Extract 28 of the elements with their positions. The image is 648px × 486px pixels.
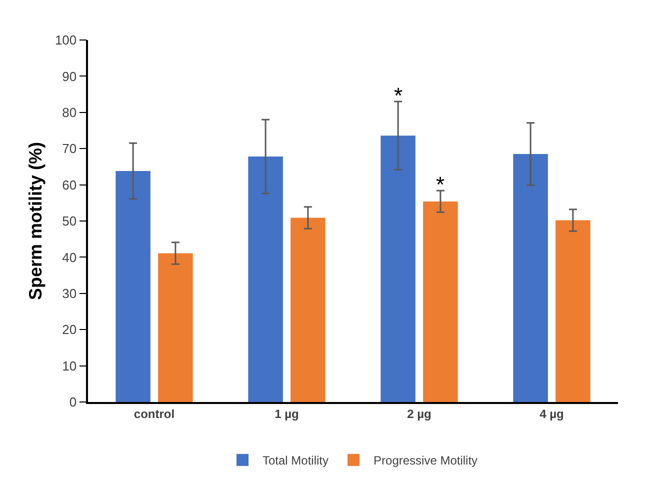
x-tick-label: 4 µg [540, 407, 564, 422]
annotation: * [394, 83, 403, 108]
bar [380, 136, 416, 402]
y-tick-label: 90 [62, 68, 77, 84]
bar [290, 218, 326, 402]
y-tick-label: 40 [62, 250, 77, 265]
y-tick-label: 10 [62, 358, 77, 374]
bar [513, 154, 548, 402]
x-tick-label: control [134, 407, 175, 422]
y-tick-label: 30 [62, 286, 77, 301]
bar [423, 201, 458, 402]
legend-label: Total Motility [262, 454, 329, 468]
x-tick-label: 2 µg [407, 407, 432, 422]
y-tick-label: 80 [62, 104, 77, 120]
legend-label: Progressive Motility [374, 454, 478, 468]
y-tick-label: 20 [62, 322, 77, 338]
bar [158, 253, 193, 402]
y-tick-label: 50 [62, 214, 77, 229]
bar [248, 156, 283, 402]
bar [116, 171, 150, 402]
y-tick-label: 100 [54, 32, 77, 48]
y-tick-label: 0 [69, 394, 77, 410]
y-tick-label: 60 [62, 177, 77, 192]
annotation: * [436, 172, 445, 197]
y-tick-label: 70 [62, 141, 77, 156]
y-axis-title: Sperm motility (%) [26, 142, 46, 300]
bar [556, 220, 590, 402]
x-tick-label: 1 µg [274, 407, 299, 422]
